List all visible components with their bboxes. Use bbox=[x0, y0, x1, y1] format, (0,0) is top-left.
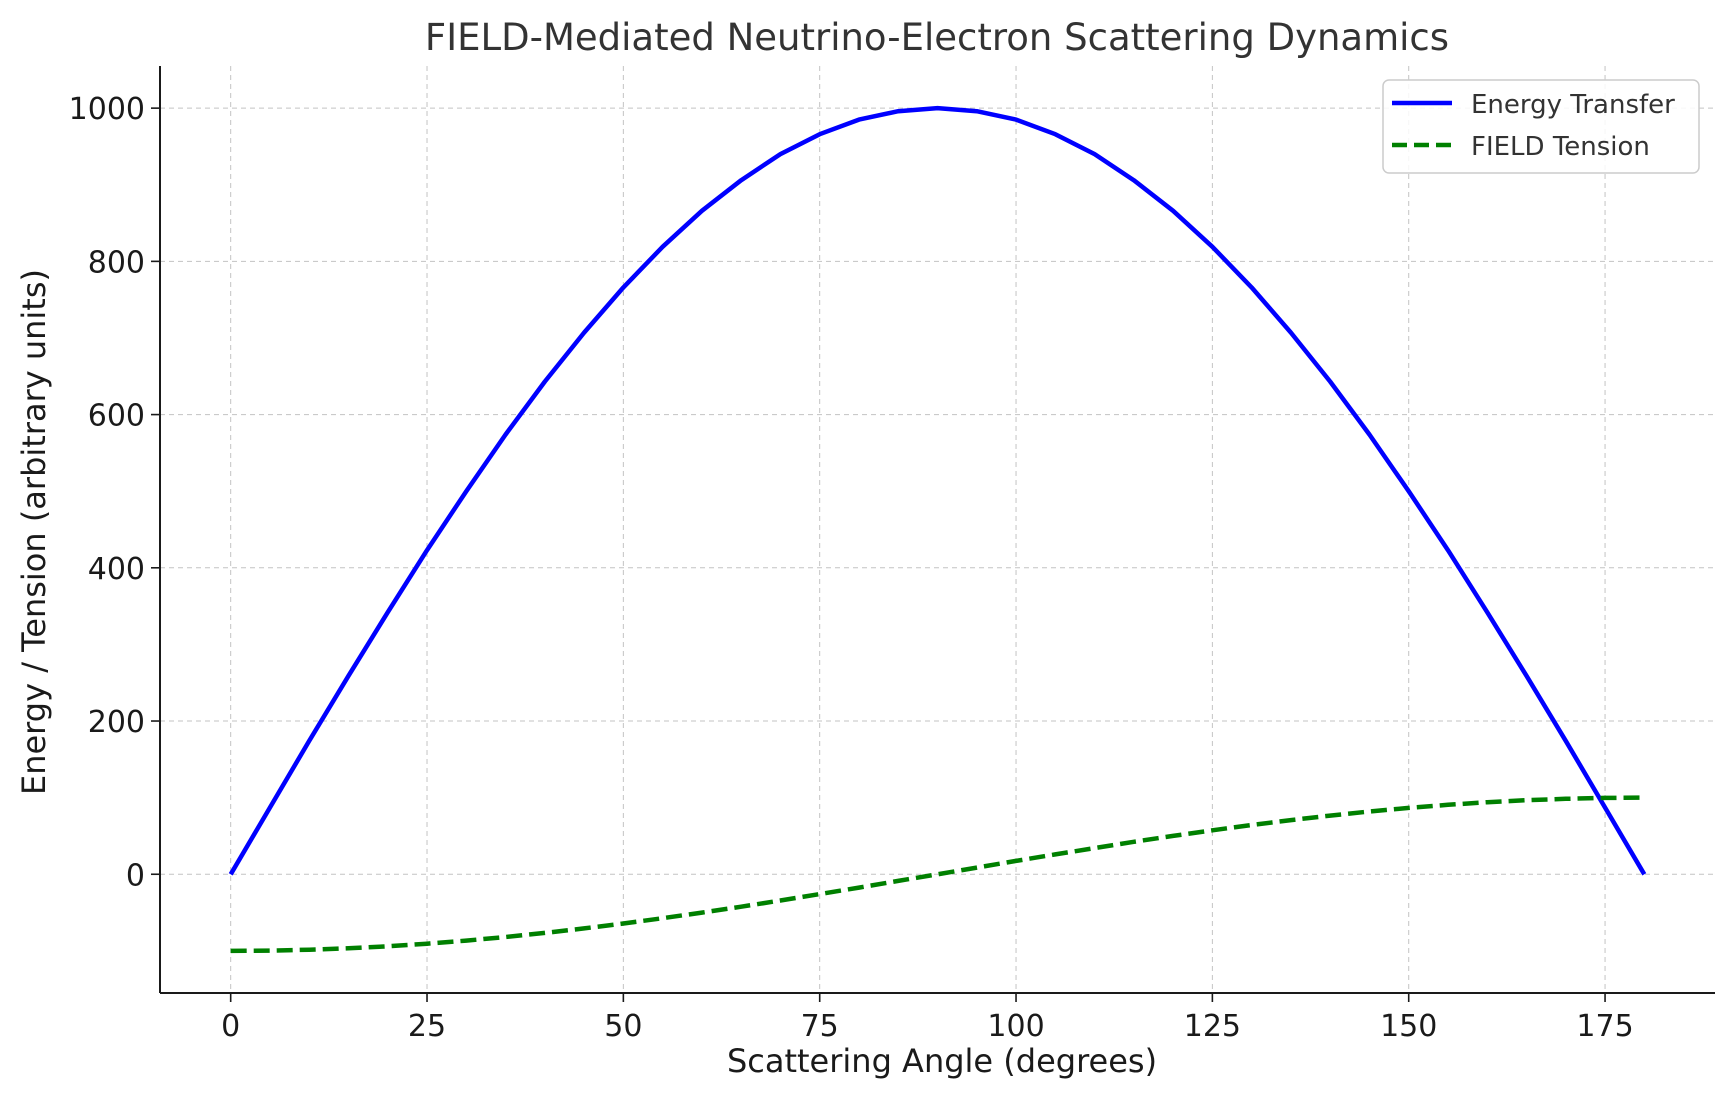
legend-box bbox=[1382, 79, 1700, 174]
axes bbox=[159, 66, 1715, 994]
y-tick-label: 200 bbox=[88, 705, 145, 740]
x-tick-label: 75 bbox=[801, 1009, 839, 1044]
x-tick-label: 150 bbox=[1380, 1009, 1437, 1044]
y-tick-label: 1000 bbox=[69, 92, 145, 127]
legend-label-energy-transfer: Energy Transfer bbox=[1471, 90, 1675, 120]
y-axis-label: Energy / Tension (arbitrary units) bbox=[15, 269, 53, 795]
x-tick-label: 125 bbox=[1184, 1009, 1241, 1044]
y-tick-label: 400 bbox=[88, 552, 145, 587]
x-tick-label: 25 bbox=[408, 1009, 446, 1044]
plot-lines bbox=[228, 105, 1647, 954]
chart-title: FIELD-Mediated Neutrino-Electron Scatter… bbox=[425, 16, 1449, 59]
x-tick-label: 100 bbox=[987, 1009, 1044, 1044]
y-tick-label: 0 bbox=[126, 858, 145, 893]
x-tick-label: 175 bbox=[1576, 1009, 1633, 1044]
y-tick-label: 800 bbox=[88, 245, 145, 280]
x-axis-label: Scattering Angle (degrees) bbox=[727, 1042, 1157, 1080]
x-tick-label: 50 bbox=[604, 1009, 642, 1044]
legend: Energy Transfer FIELD Tension bbox=[1382, 79, 1700, 174]
series-line-field-tension bbox=[230, 795, 1645, 954]
x-tick-label: 0 bbox=[221, 1009, 240, 1044]
series-line-energy-transfer bbox=[228, 105, 1647, 876]
tick-labels: 0 25 50 75 100 125 150 175 0 200 400 600 800 1000 bbox=[69, 92, 1634, 1044]
y-tick-label: 600 bbox=[88, 399, 145, 434]
legend-label-field-tension: FIELD Tension bbox=[1471, 132, 1650, 162]
